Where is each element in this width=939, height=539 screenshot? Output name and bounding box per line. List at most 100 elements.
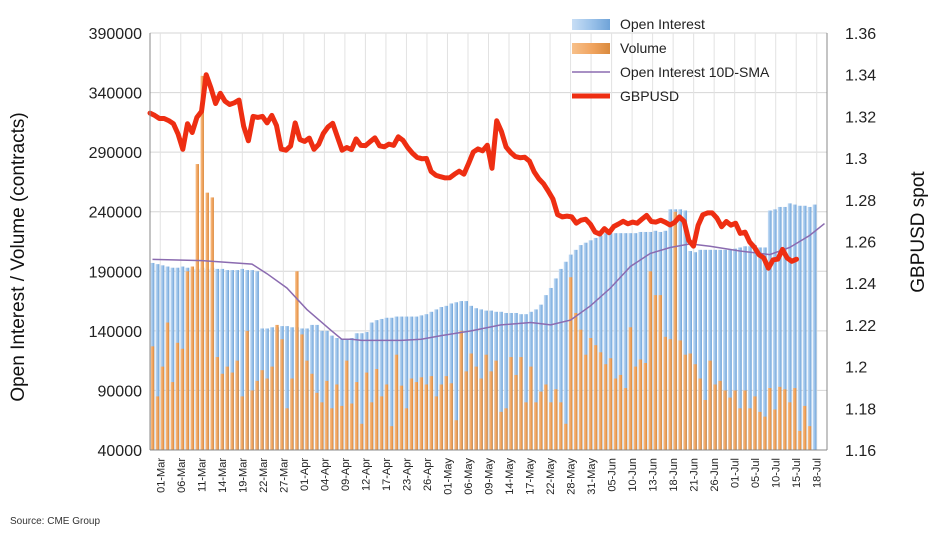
open-interest-bar <box>389 317 394 450</box>
volume-bar <box>723 390 727 450</box>
volume-bar <box>598 352 603 450</box>
open-interest-bar <box>349 338 354 450</box>
x-tick-label: 09-Apr <box>340 458 352 491</box>
right-tick-label: 1.24 <box>845 276 876 293</box>
volume-bar <box>235 360 239 450</box>
volume-bar <box>454 420 458 450</box>
volume-bar <box>330 408 334 450</box>
right-tick-label: 1.2 <box>845 360 867 377</box>
x-tick-label: 01-May <box>442 458 454 495</box>
open-interest-bar <box>812 204 817 450</box>
open-interest-bar <box>399 316 404 450</box>
volume-bar <box>578 329 583 450</box>
open-interest-bar <box>703 249 707 450</box>
right-tick-label: 1.3 <box>845 151 867 168</box>
right-tick-label: 1.22 <box>845 318 876 335</box>
volume-bar <box>444 376 448 450</box>
open-interest-bar <box>608 233 613 450</box>
volume-bar <box>165 322 170 450</box>
x-tick-label: 19-Mar <box>237 458 249 493</box>
volume-bar <box>394 354 399 450</box>
open-interest-bar <box>623 233 628 450</box>
volume-bar <box>479 378 483 450</box>
volume-bar <box>484 354 488 450</box>
open-interest-bar <box>777 206 782 450</box>
volume-bar <box>768 388 772 450</box>
open-interest-bar <box>538 304 543 450</box>
volume-bar <box>384 384 389 450</box>
volume-bar <box>802 405 807 450</box>
left-tick-label: 240000 <box>89 205 142 222</box>
volume-bar <box>529 366 533 450</box>
open-interest-bar <box>757 247 762 450</box>
x-tick-label: 23-Apr <box>401 458 413 491</box>
open-interest-bar <box>678 209 683 450</box>
legend-swatch-volume <box>572 43 610 54</box>
volume-bar <box>310 373 314 450</box>
open-interest-bar <box>767 210 772 450</box>
open-interest-bar <box>583 242 588 450</box>
volume-bar <box>210 197 214 450</box>
volume-bar <box>220 373 224 450</box>
x-tick-label: 11-Mar <box>196 458 208 492</box>
open-interest-bar <box>558 268 563 450</box>
volume-bar <box>150 346 155 450</box>
volume-bars <box>150 75 812 451</box>
volume-bar <box>678 340 682 450</box>
open-interest-bar <box>728 249 732 450</box>
x-tick-label: 10-Jul <box>771 458 783 488</box>
open-interest-bar <box>235 270 240 450</box>
x-tick-label: 01-Apr <box>299 458 311 491</box>
x-tick-label: 28-May <box>566 458 578 495</box>
volume-bar <box>315 392 319 450</box>
legend-label: GBPUSD <box>620 88 679 104</box>
volume-bar <box>250 390 254 450</box>
open-interest-bar <box>782 206 787 450</box>
open-interest-bar <box>369 322 374 450</box>
volume-bar <box>648 271 652 450</box>
open-interest-bar <box>220 268 225 450</box>
left-axis-title: Open Interest / Volume (contracts) <box>8 112 29 401</box>
open-interest-bar <box>742 246 747 450</box>
legend-label: Open Interest 10D-SMA <box>620 64 770 80</box>
volume-bar <box>379 396 384 450</box>
x-tick-label: 13-Jun <box>648 458 660 492</box>
volume-bar <box>554 389 558 450</box>
volume-bar <box>155 396 160 450</box>
volume-bar <box>713 384 717 450</box>
volume-bar <box>549 402 553 450</box>
volume-bar <box>603 364 608 450</box>
volume-bar <box>265 378 269 450</box>
volume-bar <box>558 402 563 450</box>
open-interest-bar <box>319 330 324 450</box>
right-tick-label: 1.34 <box>845 68 876 85</box>
open-interest-bar <box>693 252 697 450</box>
volume-bar <box>205 192 209 450</box>
volume-bar <box>628 327 633 450</box>
right-axis-ticks: 1.16 1.18 1.2 1.22 1.24 1.26 1.28 1.3 1.32 1.34 1.… <box>845 26 876 460</box>
open-interest-bar <box>762 247 767 450</box>
left-tick-label: 190000 <box>89 264 142 281</box>
left-tick-label: 140000 <box>89 324 142 341</box>
volume-bar <box>718 380 722 450</box>
volume-bar <box>738 408 742 450</box>
volume-bar <box>185 271 190 450</box>
volume-bar <box>170 382 175 450</box>
volume-bar <box>285 408 289 450</box>
volume-bar <box>588 338 593 450</box>
volume-bar <box>519 357 523 450</box>
open-interest-bar <box>170 267 175 450</box>
right-tick-label: 1.36 <box>845 26 876 43</box>
volume-bar <box>419 377 423 450</box>
volume-bar <box>748 408 752 450</box>
open-interest-bar <box>454 302 459 450</box>
volume-bar <box>424 384 428 450</box>
volume-bar <box>499 411 503 450</box>
volume-bar <box>180 348 185 450</box>
volume-bar <box>409 378 414 450</box>
open-interest-bar <box>404 316 409 450</box>
x-tick-label: 26-Apr <box>422 458 434 491</box>
volume-bar <box>653 295 657 450</box>
volume-bar <box>434 396 438 450</box>
volume-bar <box>698 378 702 450</box>
